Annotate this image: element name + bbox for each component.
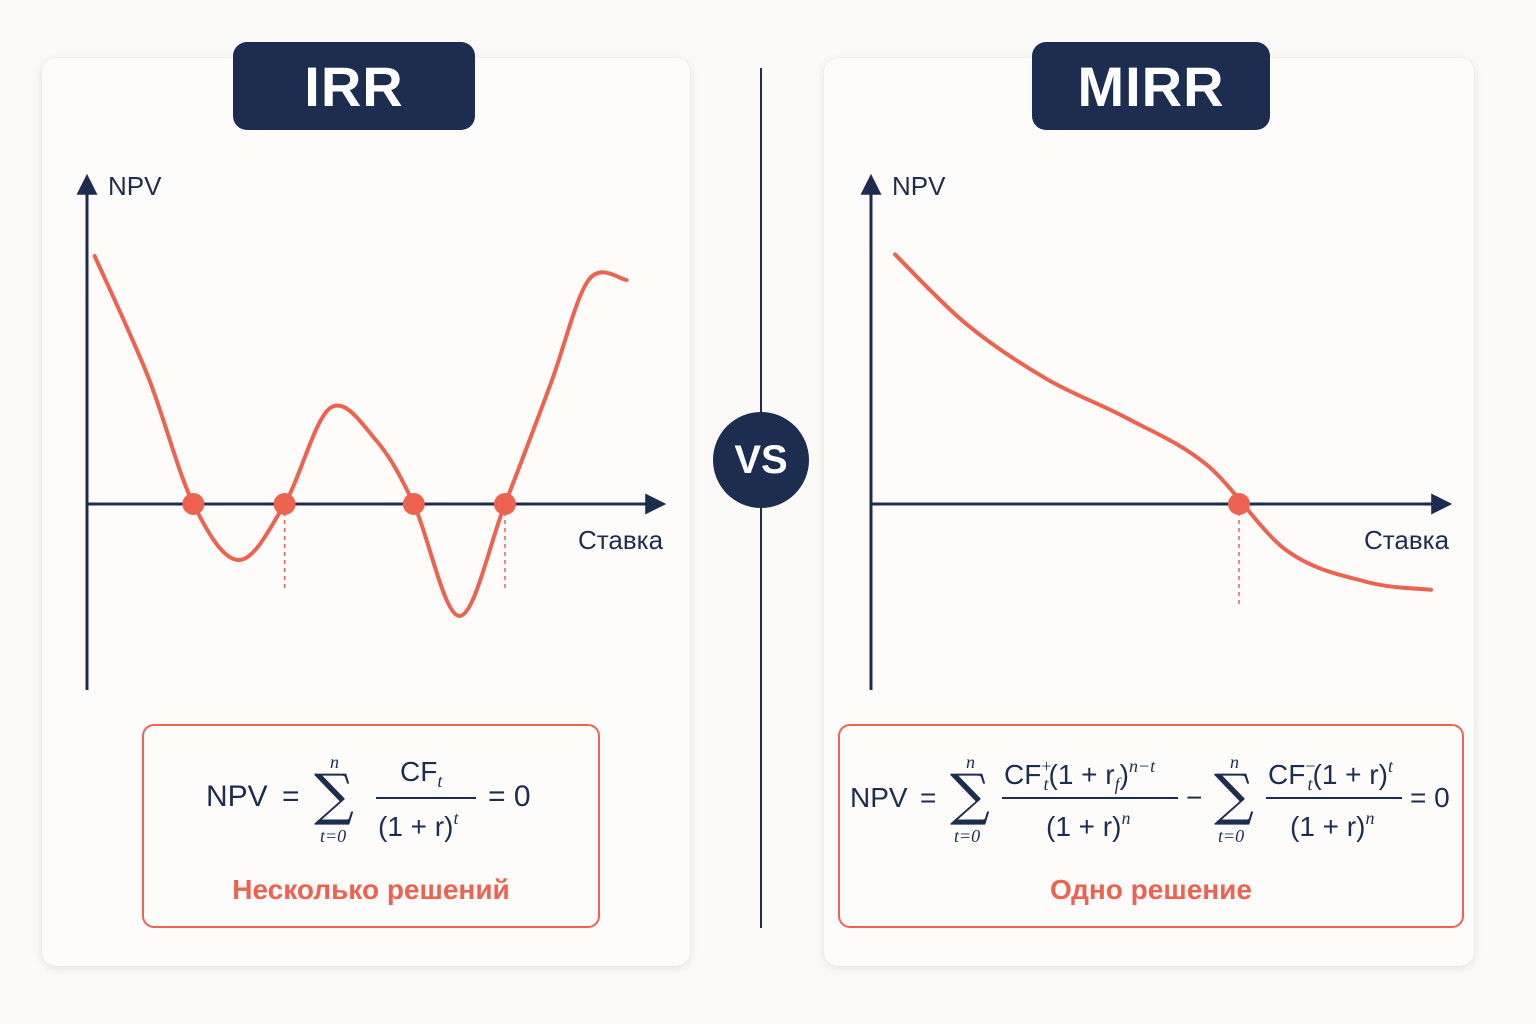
- mirr-formula-rhs: = 0: [1410, 782, 1450, 813]
- mirr-verdict: Одно решение: [1050, 874, 1252, 905]
- mirr-root-point: [1228, 493, 1250, 515]
- irr-root-point: [182, 493, 205, 515]
- mirr-term2-numerator: CF−t(1 + r)t: [1268, 756, 1393, 794]
- mirr-term1-numerator: CF+t(1 + rf)n−t: [1004, 756, 1156, 794]
- mirr-sum1-symbol: ∑: [950, 763, 990, 828]
- mirr-sum1-lower: t=0: [954, 826, 981, 846]
- irr-fraction-bar: [376, 797, 476, 799]
- mirr-title: MIRR: [1032, 42, 1270, 130]
- irr-formula: NPV = n ∑ t=0 CFt (1 + r)t = 0: [144, 726, 598, 866]
- irr-title: IRR: [233, 42, 475, 130]
- mirr-term2-denominator: (1 + r)n: [1290, 808, 1375, 842]
- irr-formula-lhs: NPV: [206, 780, 268, 813]
- irr-formula-box: NPV = n ∑ t=0 CFt (1 + r)t = 0 Несколько…: [142, 724, 600, 928]
- irr-sum-symbol: ∑: [314, 763, 354, 828]
- irr-verdict: Несколько решений: [232, 874, 510, 905]
- irr-numerator: CFt: [400, 756, 443, 791]
- irr-sum-upper: n: [330, 752, 339, 772]
- irr-denominator: (1 + r)t: [378, 808, 459, 842]
- irr-y-axis-label: NPV: [108, 171, 162, 201]
- irr-formula-eq: =: [282, 780, 300, 813]
- irr-npv-curve: [92, 254, 629, 619]
- irr-formula-rhs: = 0: [488, 780, 531, 813]
- mirr-term1-denominator: (1 + r)n: [1046, 808, 1131, 842]
- mirr-chart: NPV Ставка: [860, 171, 1453, 690]
- irr-root-point: [494, 493, 516, 515]
- mirr-y-axis-label: NPV: [892, 171, 946, 201]
- mirr-sum2-symbol: ∑: [1214, 763, 1254, 828]
- mirr-sum1-upper: n: [966, 752, 975, 772]
- mirr-formula-box: NPV = n ∑ t=0 CF+t(1 + rf)n−t (1 + r)n −…: [838, 724, 1464, 928]
- irr-x-axis-label: Ставка: [578, 525, 664, 555]
- mirr-formula: NPV = n ∑ t=0 CF+t(1 + rf)n−t (1 + r)n −…: [840, 726, 1462, 866]
- mirr-formula-eq: =: [920, 782, 937, 813]
- mirr-term1-bar: [1002, 797, 1178, 799]
- mirr-x-axis-label: Ставка: [1364, 525, 1450, 555]
- irr-root-point: [402, 493, 425, 515]
- mirr-sum2-upper: n: [1230, 752, 1239, 772]
- mirr-minus: −: [1186, 782, 1203, 813]
- mirr-term2-bar: [1266, 797, 1402, 799]
- mirr-npv-curve: [893, 252, 1433, 592]
- irr-chart: NPV Ставка: [76, 171, 667, 690]
- mirr-formula-lhs: NPV: [850, 782, 908, 813]
- irr-root-point: [273, 493, 296, 515]
- irr-sum-lower: t=0: [320, 826, 347, 846]
- mirr-sum2-lower: t=0: [1218, 826, 1245, 846]
- vs-badge: VS: [713, 412, 809, 508]
